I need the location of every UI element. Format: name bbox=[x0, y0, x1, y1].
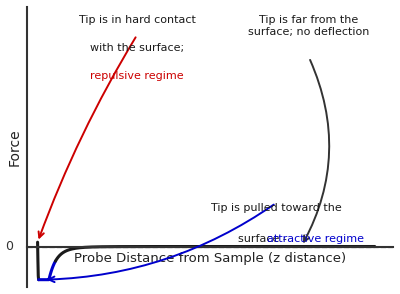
Text: surface -: surface - bbox=[238, 234, 290, 244]
X-axis label: Probe Distance from Sample (z distance): Probe Distance from Sample (z distance) bbox=[74, 252, 346, 265]
Text: 0: 0 bbox=[5, 240, 13, 253]
Text: repulsive regime: repulsive regime bbox=[90, 71, 184, 81]
Text: Tip is pulled toward the: Tip is pulled toward the bbox=[211, 203, 342, 213]
Text: Tip is far from the
surface; no deflection: Tip is far from the surface; no deflecti… bbox=[248, 15, 370, 37]
Text: with the surface;: with the surface; bbox=[90, 43, 184, 53]
Y-axis label: Force: Force bbox=[8, 128, 22, 166]
Text: attractive regime: attractive regime bbox=[267, 234, 364, 244]
Text: Tip is in hard contact: Tip is in hard contact bbox=[79, 15, 196, 25]
